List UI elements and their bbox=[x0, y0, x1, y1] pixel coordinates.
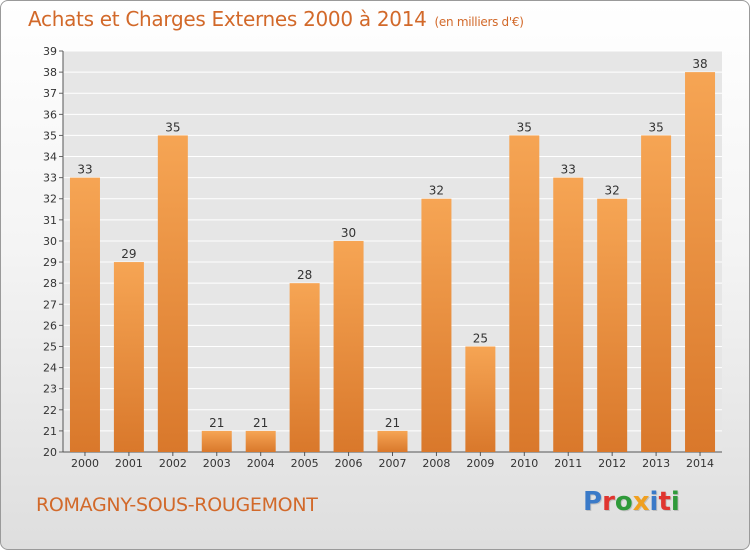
x-tick-label: 2004 bbox=[247, 457, 275, 470]
bar-value-label: 28 bbox=[297, 268, 312, 282]
bar bbox=[245, 430, 276, 452]
y-tick-label: 32 bbox=[43, 193, 57, 206]
bar bbox=[509, 135, 540, 452]
x-tick-label: 2002 bbox=[159, 457, 187, 470]
bar bbox=[641, 135, 672, 452]
bar-value-label: 25 bbox=[473, 331, 488, 345]
bar-value-label: 32 bbox=[429, 184, 444, 198]
bar bbox=[421, 198, 452, 452]
x-tick-label: 2011 bbox=[554, 457, 582, 470]
bar-value-label: 21 bbox=[385, 416, 400, 430]
bar bbox=[465, 346, 496, 452]
bar bbox=[113, 262, 144, 452]
chart-title: Achats et Charges Externes 2000 à 2014 (e… bbox=[28, 7, 524, 31]
y-tick-label: 34 bbox=[43, 151, 57, 164]
bar-value-label: 32 bbox=[605, 184, 620, 198]
logo-letter: r bbox=[602, 487, 615, 517]
logo-letter: o bbox=[614, 487, 633, 517]
bar bbox=[685, 72, 716, 453]
logo-letter: i bbox=[670, 487, 680, 517]
x-tick-label: 2010 bbox=[510, 457, 538, 470]
x-tick-label: 2006 bbox=[335, 457, 363, 470]
x-tick-label: 2007 bbox=[379, 457, 407, 470]
bar bbox=[553, 177, 584, 452]
y-tick-label: 37 bbox=[43, 87, 57, 100]
bar bbox=[201, 430, 232, 452]
y-tick-label: 23 bbox=[43, 383, 57, 396]
bar-value-label: 33 bbox=[77, 163, 92, 177]
bar bbox=[69, 177, 100, 452]
x-tick-label: 2014 bbox=[686, 457, 714, 470]
logo-letter: i bbox=[649, 487, 659, 517]
bar-value-label: 35 bbox=[165, 120, 180, 134]
logo-letter: x bbox=[632, 487, 650, 517]
x-tick-label: 2013 bbox=[642, 457, 670, 470]
logo-letter: P bbox=[583, 487, 603, 517]
bar bbox=[377, 430, 408, 452]
bar bbox=[289, 283, 320, 452]
bar-value-label: 35 bbox=[517, 120, 532, 134]
y-tick-label: 22 bbox=[43, 404, 57, 417]
x-tick-label: 2005 bbox=[291, 457, 319, 470]
x-tick-label: 2008 bbox=[422, 457, 450, 470]
y-tick-label: 25 bbox=[43, 340, 57, 353]
bar bbox=[333, 240, 364, 452]
bar-value-label: 29 bbox=[121, 247, 136, 261]
y-tick-label: 36 bbox=[43, 108, 57, 121]
bar bbox=[597, 198, 628, 452]
bar-value-label: 38 bbox=[692, 57, 707, 71]
y-tick-label: 29 bbox=[43, 256, 57, 269]
commune-name: ROMAGNY-SOUS-ROUGEMONT bbox=[36, 494, 318, 516]
y-tick-label: 20 bbox=[43, 446, 57, 459]
bar-value-label: 30 bbox=[341, 226, 356, 240]
logo-letter: t bbox=[658, 487, 671, 517]
x-tick-label: 2009 bbox=[466, 457, 494, 470]
bar-value-label: 21 bbox=[253, 416, 268, 430]
bar bbox=[157, 135, 188, 452]
chart-title-text: Achats et Charges Externes 2000 à 2014 bbox=[28, 7, 427, 31]
y-tick-label: 27 bbox=[43, 298, 57, 311]
y-tick-label: 26 bbox=[43, 319, 57, 332]
y-tick-label: 39 bbox=[43, 45, 57, 58]
bar-value-label: 33 bbox=[561, 163, 576, 177]
y-tick-label: 38 bbox=[43, 66, 57, 79]
y-tick-label: 31 bbox=[43, 214, 57, 227]
y-tick-label: 35 bbox=[43, 129, 57, 142]
bar-value-label: 21 bbox=[209, 416, 224, 430]
y-tick-label: 28 bbox=[43, 277, 57, 290]
y-tick-label: 33 bbox=[43, 172, 57, 185]
y-tick-label: 30 bbox=[43, 235, 57, 248]
proxiti-logo: Proxiti bbox=[583, 487, 680, 517]
x-tick-label: 2001 bbox=[115, 457, 143, 470]
y-tick-label: 21 bbox=[43, 425, 57, 438]
x-tick-label: 2012 bbox=[598, 457, 626, 470]
y-tick-label: 24 bbox=[43, 362, 57, 375]
bar-value-label: 35 bbox=[648, 120, 663, 134]
chart-unit: (en milliers d'€) bbox=[434, 15, 524, 29]
x-tick-label: 2000 bbox=[71, 457, 99, 470]
x-tick-label: 2003 bbox=[203, 457, 231, 470]
